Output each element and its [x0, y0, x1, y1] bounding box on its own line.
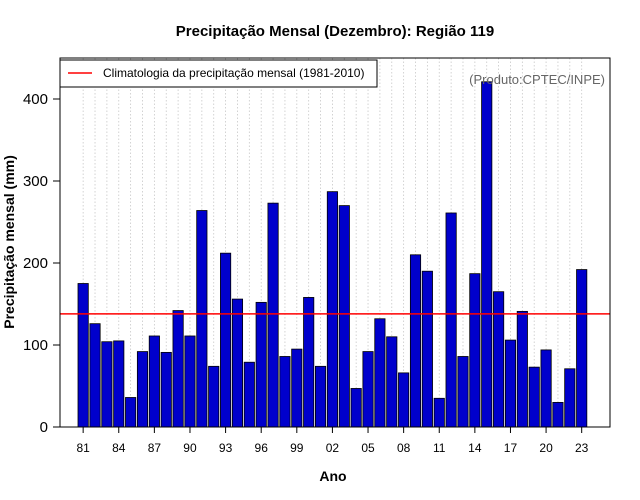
bar-2014	[469, 273, 481, 428]
bar-1993	[220, 252, 232, 428]
x-tick-label: 05	[361, 441, 375, 455]
bar-2012	[445, 212, 457, 428]
source-note: (Produto:CPTEC/INPE)	[469, 72, 605, 87]
x-tick-label: 11	[433, 441, 446, 455]
bar-2015	[481, 81, 493, 428]
bar-2020	[540, 349, 552, 428]
bar-2010	[421, 270, 433, 428]
bar-2018	[516, 310, 528, 428]
bar-2019	[528, 366, 540, 428]
bar-2005	[362, 351, 374, 428]
bar-2006	[374, 318, 386, 428]
x-tick-label: 87	[148, 441, 162, 455]
bar-1989	[172, 310, 184, 428]
bar-2022	[564, 368, 576, 428]
y-tick-label: 0	[40, 419, 48, 436]
bar-2011	[433, 397, 445, 428]
bar-2013	[457, 356, 469, 428]
legend-box	[59, 59, 378, 88]
y-tick-label: 100	[23, 337, 48, 354]
x-tick-label: 14	[468, 441, 482, 455]
x-tick-label: 84	[112, 441, 126, 455]
bar-2002	[326, 191, 338, 428]
bar-1990	[184, 335, 196, 428]
y-axis-label: Precipitação mensal (mm)	[1, 155, 17, 329]
bar-2000	[303, 297, 315, 428]
bar-1995	[243, 361, 255, 428]
bar-1991	[196, 210, 208, 428]
x-tick-label: 81	[76, 441, 90, 455]
x-tick-label: 02	[326, 441, 340, 455]
bar-2017	[504, 339, 517, 428]
bar-2007	[386, 336, 398, 428]
bar-1986	[136, 351, 149, 428]
bar-2008	[398, 372, 410, 428]
bar-2021	[552, 401, 564, 428]
y-tick-label: 200	[23, 255, 48, 272]
bar-1999	[291, 348, 303, 428]
x-tick-label: 17	[504, 441, 518, 455]
x-tick-label: 99	[290, 441, 304, 455]
x-tick-label: 23	[575, 441, 589, 455]
bar-2023	[576, 269, 588, 428]
x-tick-label: 08	[397, 441, 411, 455]
legend-label: Climatologia da precipitação mensal (198…	[103, 66, 364, 80]
chart-title: Precipitação Mensal (Dezembro): Região 1…	[176, 23, 494, 40]
plot-frame	[59, 57, 611, 428]
bar-1997	[267, 202, 279, 428]
x-axis: 81 84 87 90 93 96 99 02 05 08 11 14 17 20 23	[76, 427, 589, 455]
bar-1982	[89, 323, 101, 428]
bar-1987	[148, 335, 160, 428]
bar-1981	[77, 283, 89, 428]
bar-1984	[113, 340, 125, 428]
x-tick-label: 20	[539, 441, 553, 455]
x-axis-label: Ano	[319, 468, 346, 484]
bar-2009	[409, 254, 422, 428]
bar-1992	[208, 365, 220, 428]
x-tick-label: 93	[219, 441, 233, 455]
x-tick-label: 90	[183, 441, 197, 455]
bar-1998	[279, 356, 291, 428]
x-tick-label: 96	[255, 441, 269, 455]
bar-2004	[350, 388, 362, 428]
y-tick-label: 400	[23, 91, 48, 108]
legend: Climatologia da precipitação mensal (198…	[59, 59, 378, 88]
bar-1983	[101, 341, 113, 428]
bar-2001	[314, 365, 327, 428]
bar-1988	[160, 351, 172, 428]
bar-2003	[338, 205, 350, 428]
bar-1996	[255, 301, 267, 428]
bar-1985	[125, 397, 137, 428]
bar-1994	[231, 298, 244, 428]
y-tick-label: 300	[23, 173, 48, 190]
y-axis: 0 100 200 300 400	[23, 91, 60, 436]
bar-2016	[493, 291, 505, 428]
